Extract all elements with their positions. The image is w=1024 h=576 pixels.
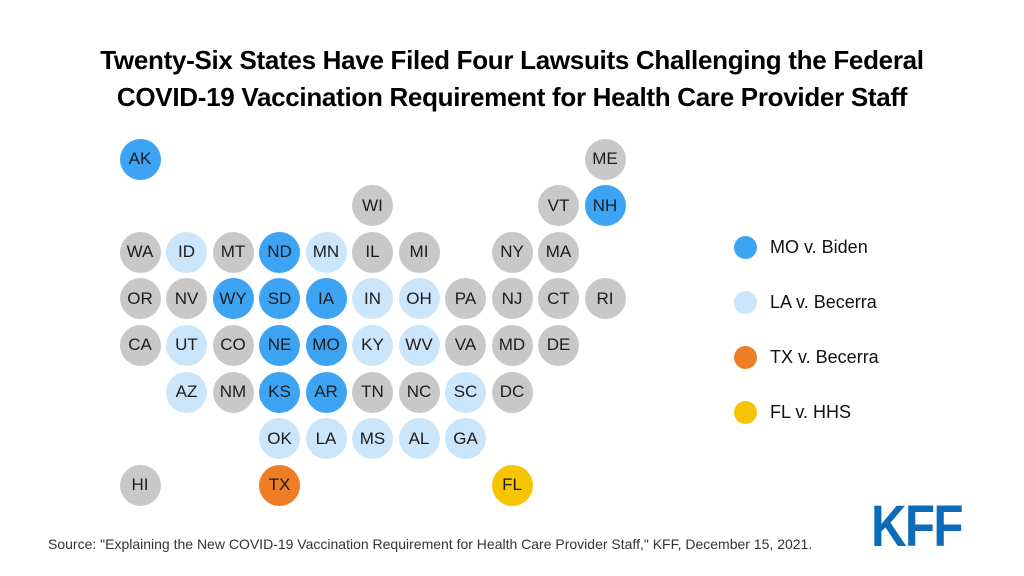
legend-label-mo_v_biden: MO v. Biden (770, 236, 868, 257)
legend-item-la_v_becerra: LA v. Becerra (734, 290, 879, 314)
chart-title: Twenty-Six States Have Filed Four Lawsui… (0, 42, 1024, 116)
state-tile-wv: WV (398, 324, 440, 366)
chart-title-line2: COVID-19 Vaccination Requirement for Hea… (116, 82, 908, 112)
state-tile-sd: SD (259, 278, 300, 320)
legend-item-fl_v_hhs: FL v. HHS (734, 400, 879, 424)
state-tile-me: ME (584, 138, 626, 180)
state-tile-sc: SC (445, 371, 486, 413)
state-tile-az: AZ (166, 371, 207, 413)
state-tile-nh: NH (584, 185, 626, 227)
legend-dot-fl_v_hhs (734, 400, 757, 424)
state-tile-nj: NJ (491, 278, 533, 320)
legend: MO v. Biden LA v. Becerra TX v. Becerra FL … (734, 235, 879, 424)
state-tile-wy: WY (212, 278, 254, 320)
state-tile-ak: AK (119, 138, 161, 180)
kff-logo: KFF (871, 494, 963, 559)
state-tile-in: IN (352, 278, 393, 320)
state-tile-mt: MT (212, 231, 254, 273)
state-tile-mi: MI (398, 231, 440, 273)
state-tile-ks: KS (259, 371, 300, 413)
state-tile-ky: KY (352, 324, 393, 366)
state-tile-la: LA (305, 418, 347, 460)
legend-label-tx_v_becerra: TX v. Becerra (770, 346, 879, 367)
legend-label-fl_v_hhs: FL v. HHS (770, 401, 852, 422)
state-tile-ga: GA (445, 418, 486, 460)
legend-dot-tx_v_becerra (734, 345, 757, 369)
state-tile-dc: DC (491, 371, 533, 413)
state-tile-nc: NC (398, 371, 440, 413)
state-tile-oh: OH (398, 278, 440, 320)
state-tile-or: OR (119, 278, 161, 320)
state-tile-pa: PA (445, 278, 486, 320)
legend-label-la_v_becerra: LA v. Becerra (770, 291, 877, 312)
state-tile-ms: MS (352, 418, 393, 460)
state-tile-ne: NE (259, 324, 300, 366)
state-tile-tn: TN (352, 371, 393, 413)
legend-item-mo_v_biden: MO v. Biden (734, 235, 879, 259)
state-tile-mo: MO (305, 324, 347, 366)
state-tile-va: VA (445, 324, 486, 366)
state-tile-hi: HI (119, 464, 161, 506)
state-tile-ia: IA (305, 278, 347, 320)
state-tile-ar: AR (305, 371, 347, 413)
state-tile-nm: NM (212, 371, 254, 413)
state-tile-vt: VT (538, 185, 579, 227)
state-tile-mn: MN (305, 231, 347, 273)
state-tile-fl: FL (491, 464, 533, 506)
state-tile-ok: OK (259, 418, 300, 460)
state-tile-id: ID (166, 231, 207, 273)
state-tile-wa: WA (119, 231, 161, 273)
state-tile-ri: RI (584, 278, 626, 320)
state-tile-md: MD (491, 324, 533, 366)
legend-item-tx_v_becerra: TX v. Becerra (734, 345, 879, 369)
legend-dot-la_v_becerra (734, 290, 757, 314)
state-tile-tx: TX (259, 464, 300, 506)
state-tile-co: CO (212, 324, 254, 366)
source-note: Source: "Explaining the New COVID-19 Vac… (48, 536, 813, 552)
state-tile-nv: NV (166, 278, 207, 320)
state-tile-ny: NY (491, 231, 533, 273)
state-tile-de: DE (538, 324, 579, 366)
legend-dot-mo_v_biden (734, 235, 757, 259)
state-tile-ca: CA (119, 324, 161, 366)
chart-title-line1: Twenty-Six States Have Filed Four Lawsui… (100, 45, 924, 75)
state-tile-al: AL (398, 418, 440, 460)
state-tile-il: IL (352, 231, 393, 273)
state-tile-nd: ND (259, 231, 300, 273)
state-tile-ct: CT (538, 278, 579, 320)
state-tile-wi: WI (352, 185, 393, 227)
state-tile-ut: UT (166, 324, 207, 366)
state-tile-ma: MA (538, 231, 579, 273)
